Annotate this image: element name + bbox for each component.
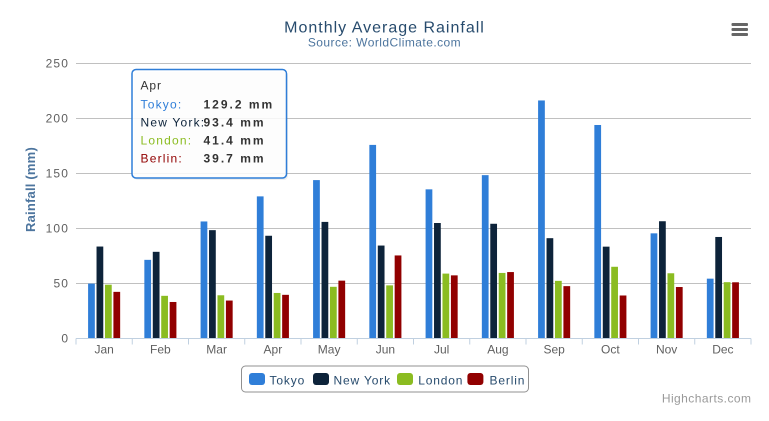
svg-text:London:: London: xyxy=(141,134,193,148)
svg-text:129.2 mm: 129.2 mm xyxy=(204,98,275,112)
svg-text:50: 50 xyxy=(53,277,69,291)
svg-text:Jul: Jul xyxy=(434,343,449,357)
svg-text:Highcharts.com: Highcharts.com xyxy=(662,392,752,406)
svg-text:Monthly Average Rainfall: Monthly Average Rainfall xyxy=(284,20,485,37)
svg-text:Source: WorldClimate.com: Source: WorldClimate.com xyxy=(308,36,461,50)
svg-text:41.4 mm: 41.4 mm xyxy=(204,134,266,148)
svg-text:Aug: Aug xyxy=(487,343,508,357)
svg-text:93.4 mm: 93.4 mm xyxy=(204,116,266,130)
svg-text:Nov: Nov xyxy=(656,343,677,357)
svg-text:New York:: New York: xyxy=(141,116,206,130)
svg-text:Feb: Feb xyxy=(150,343,171,357)
svg-text:London: London xyxy=(418,374,463,388)
svg-text:200: 200 xyxy=(46,112,70,126)
svg-text:New York: New York xyxy=(334,374,392,388)
svg-text:Dec: Dec xyxy=(712,343,733,357)
svg-text:Jan: Jan xyxy=(94,343,113,357)
svg-text:Tokyo:: Tokyo: xyxy=(141,98,183,112)
svg-text:Rainfall (mm): Rainfall (mm) xyxy=(23,147,38,232)
svg-text:May: May xyxy=(318,343,341,357)
svg-text:Berlin:: Berlin: xyxy=(141,152,183,166)
svg-text:Oct: Oct xyxy=(601,343,620,357)
svg-text:39.7 mm: 39.7 mm xyxy=(204,152,266,166)
svg-text:Berlin: Berlin xyxy=(490,374,526,388)
svg-text:Apr: Apr xyxy=(264,343,283,357)
svg-text:Tokyo: Tokyo xyxy=(270,374,306,388)
svg-text:Sep: Sep xyxy=(543,343,565,357)
svg-text:Mar: Mar xyxy=(206,343,227,357)
svg-text:Apr: Apr xyxy=(141,78,162,92)
svg-text:100: 100 xyxy=(46,222,70,236)
svg-text:250: 250 xyxy=(46,57,70,71)
svg-text:0: 0 xyxy=(61,332,69,346)
svg-text:Jun: Jun xyxy=(376,343,395,357)
svg-text:150: 150 xyxy=(46,167,70,181)
